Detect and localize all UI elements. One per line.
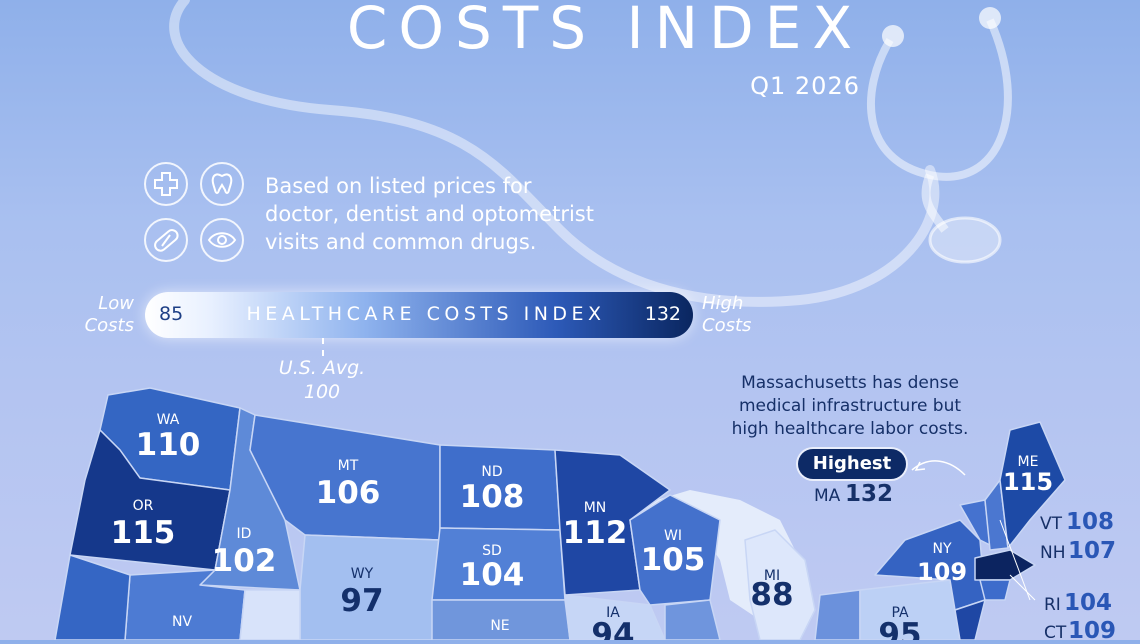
state-value-IA: 94	[591, 617, 634, 640]
state-code-MT: MT	[338, 458, 359, 474]
low-costs-label: Low Costs	[84, 293, 134, 336]
state-value-WI: 105	[641, 542, 706, 578]
state-code-NV: NV	[172, 614, 192, 630]
scale-min: 85	[159, 303, 184, 325]
state-value-PA: 95	[878, 617, 921, 640]
state-value-VT: 108	[1066, 509, 1115, 535]
state-value-CT: 109	[1068, 618, 1117, 644]
service-icons	[144, 162, 254, 272]
eye-icon	[200, 218, 244, 262]
state-code-MI: MI	[764, 568, 780, 584]
us-average-tick	[322, 338, 324, 356]
state-OH	[814, 589, 861, 640]
highest-state-value: 132	[845, 481, 894, 507]
state-value-RI: 104	[1064, 590, 1113, 616]
high-costs-label: High Costs	[702, 293, 752, 336]
state-code-NH: NH	[1040, 543, 1066, 563]
annotation-text: Massachusetts has dense medical infrastr…	[731, 373, 969, 439]
color-scale-legend: 85 HEALTHCARE COSTS INDEX 132	[145, 292, 693, 338]
state-value-ID: 102	[212, 543, 277, 579]
state-NJ	[954, 599, 986, 640]
state-code-MN: MN	[584, 500, 607, 516]
state-value-MI: 88	[750, 577, 793, 613]
state-code-ND: ND	[481, 464, 502, 480]
state-value-MT: 106	[316, 475, 381, 511]
state-code-ME: ME	[1018, 454, 1039, 470]
state-value-NY: 109	[917, 558, 967, 586]
state-code-WI: WI	[664, 528, 682, 544]
highest-badge: Highest	[798, 449, 906, 479]
state-value-NH: 107	[1068, 538, 1117, 564]
state-code-ID: ID	[237, 526, 252, 542]
medical-cross-icon	[144, 162, 188, 206]
state-code-RI: RI	[1044, 595, 1061, 615]
state-code-VT: VT	[1040, 514, 1063, 534]
state-UT	[239, 589, 301, 640]
state-code-WA: WA	[157, 412, 180, 428]
state-code-CT: CT	[1044, 623, 1067, 643]
state-PA	[859, 579, 961, 640]
state-ME	[999, 421, 1066, 549]
us-average-label: U.S. Avg. 100	[278, 357, 366, 403]
page-title: COSTS INDEX	[346, 0, 864, 62]
state-code-SD: SD	[482, 543, 502, 559]
state-value-WY: 97	[340, 583, 383, 619]
state-code-PA: PA	[891, 605, 909, 621]
state-code-IA: IA	[606, 605, 620, 621]
tooth-icon	[200, 162, 244, 206]
state-WY	[299, 534, 441, 640]
state-CA	[54, 554, 131, 640]
state-code-NE: NE	[490, 618, 509, 634]
page-subtitle: Q1 2026	[750, 72, 860, 100]
state-value-SD: 104	[460, 557, 525, 593]
state-IA	[564, 594, 666, 640]
scale-max: 132	[644, 303, 681, 325]
state-value-ND: 108	[460, 479, 525, 515]
state-MI	[744, 529, 816, 640]
state-NE	[431, 599, 571, 640]
annotation-arrowhead	[914, 461, 926, 471]
state-code-OR: OR	[133, 498, 154, 514]
state-code-WY: WY	[351, 566, 374, 582]
state-value-OR: 115	[111, 515, 176, 551]
leader-line-ct	[1009, 574, 1036, 601]
state-IL	[664, 599, 721, 640]
state-value-WA: 110	[136, 427, 201, 463]
methodology-text: Based on listed prices for doctor, denti…	[265, 174, 594, 254]
scale-title: HEALTHCARE COSTS INDEX	[246, 303, 606, 325]
pill-icon	[144, 218, 188, 262]
state-code-NY: NY	[932, 541, 951, 557]
state-MA	[974, 549, 1036, 581]
state-value-ME: 115	[1003, 468, 1053, 496]
leader-line-ri	[999, 519, 1031, 601]
state-value-MN: 112	[563, 515, 628, 551]
state-CT	[979, 579, 1011, 601]
highest-state-code: MA	[814, 486, 841, 506]
